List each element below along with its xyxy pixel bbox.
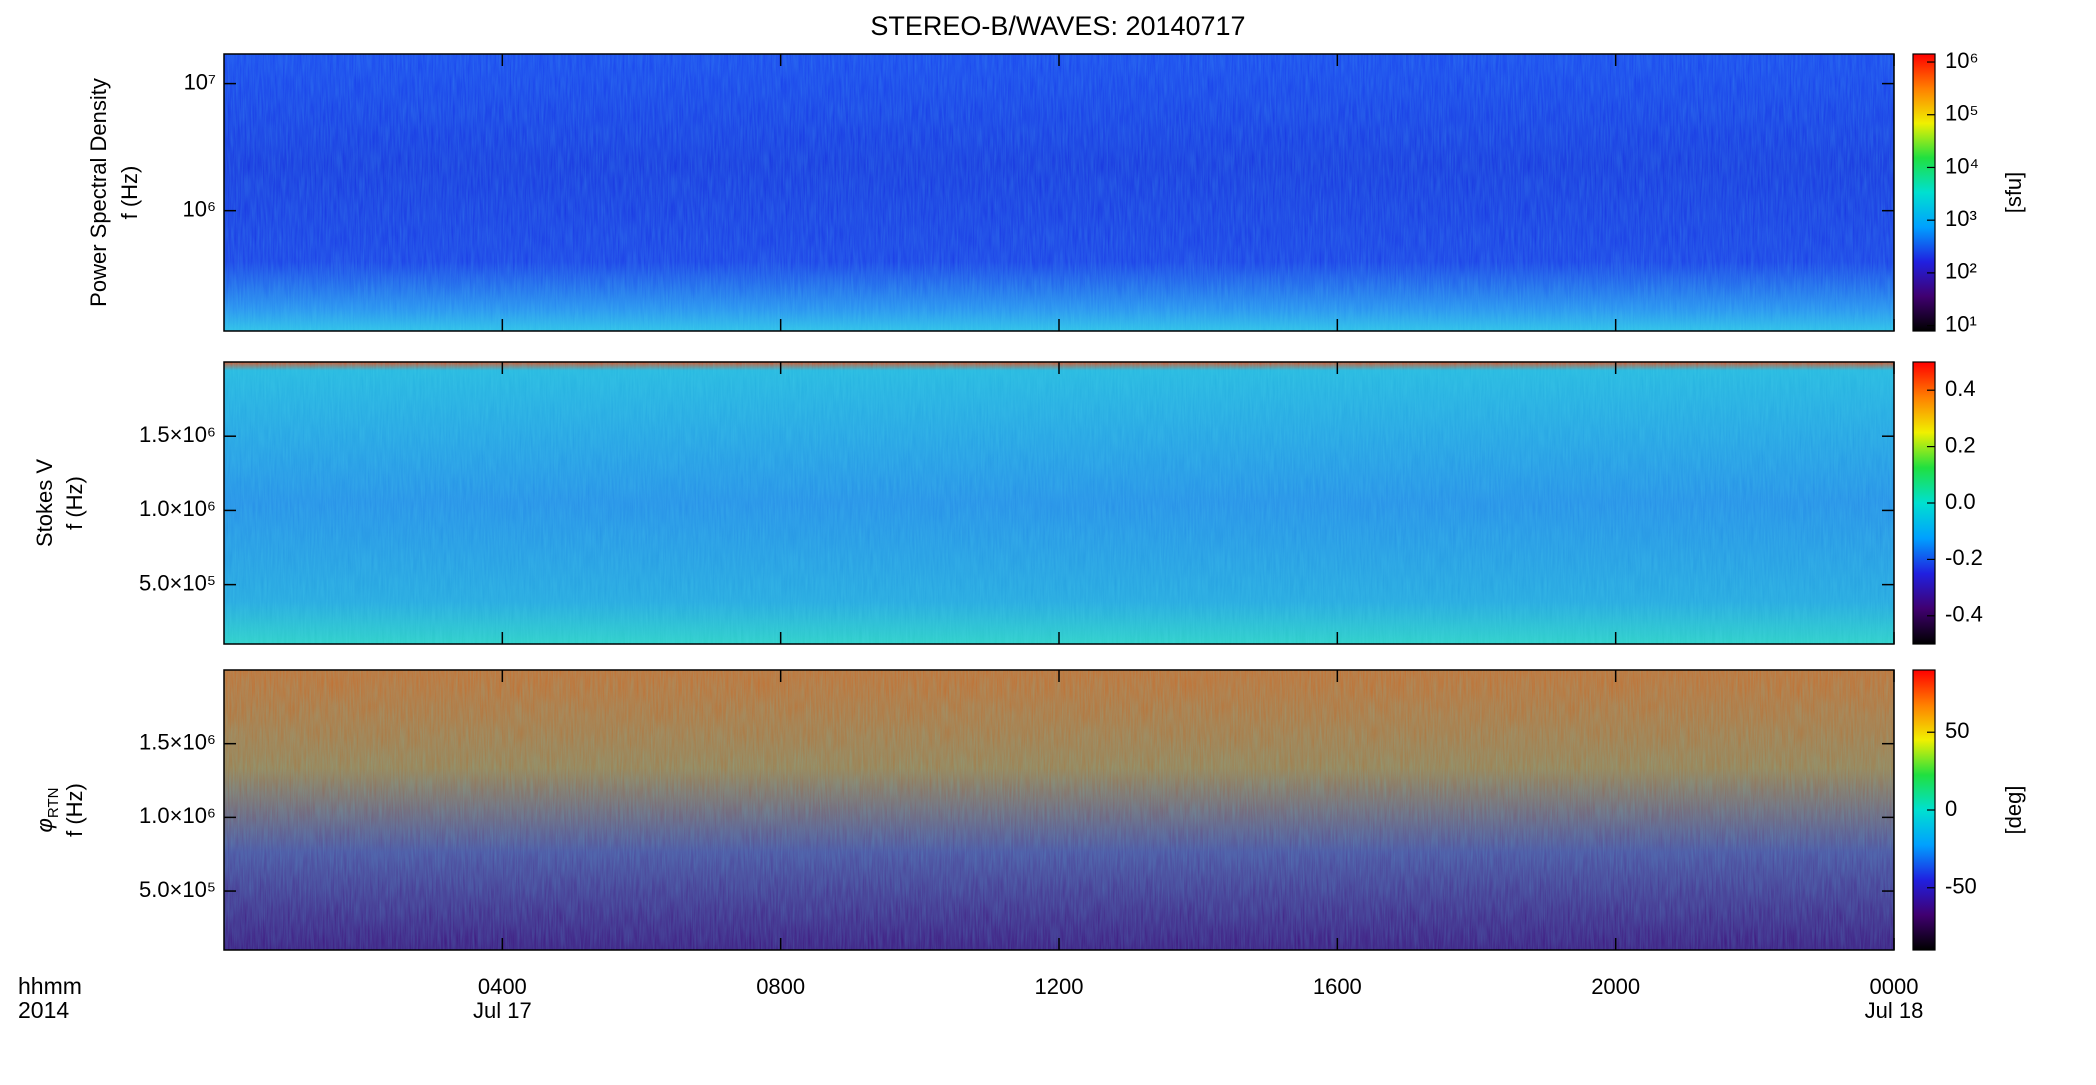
y-axis-unit: f (Hz) xyxy=(117,166,142,220)
colorbar-tick-label: -0.4 xyxy=(1945,602,1983,627)
colorbar xyxy=(1912,53,1936,332)
y-axis-label: Power Spectral Density xyxy=(86,78,111,307)
colorbar-tick-label: 10⁵ xyxy=(1945,101,1979,126)
y-tick-label: 10⁷ xyxy=(184,69,216,94)
y-tick-label: 1.0×10⁶ xyxy=(139,496,216,521)
x-tick-label: 1200 xyxy=(1035,974,1084,999)
y-axis-label-text: Power Spectral Density xyxy=(86,78,111,307)
spectrogram-texture xyxy=(224,670,1894,950)
colorbar-tick-label: 10¹ xyxy=(1945,311,1977,336)
y-axis-label-text: φ xyxy=(32,818,57,832)
spectrogram-texture xyxy=(224,54,1894,331)
y-axis-label-sub: RTN xyxy=(45,788,62,819)
colorbar-tick-label: 0 xyxy=(1945,796,1957,821)
colorbar-tick-label: 0.0 xyxy=(1945,489,1976,514)
colorbar-tick-label: 0.4 xyxy=(1945,376,1976,401)
colorbar-tick-label: 10² xyxy=(1945,259,1977,284)
x-tick-label: 0400 xyxy=(478,974,527,999)
y-tick-label: 5.0×10⁵ xyxy=(139,570,216,595)
y-axis-unit: f (Hz) xyxy=(62,476,87,530)
y-tick-label: 1.0×10⁶ xyxy=(139,803,216,828)
x-axis-sublabel: 2014 xyxy=(18,997,69,1023)
chart-title: STEREO-B/WAVES: 20140717 xyxy=(870,11,1245,41)
y-tick-label: 5.0×10⁵ xyxy=(139,877,216,902)
y-axis-label: φRTN xyxy=(32,788,63,833)
x-tick-label: 1600 xyxy=(1313,974,1362,999)
colorbar-tick-label: -50 xyxy=(1945,874,1977,899)
x-date-label: Jul 17 xyxy=(473,998,532,1023)
y-axis-label-text: Stokes V xyxy=(32,459,57,547)
colorbar-label: [deg] xyxy=(2001,786,2026,835)
colorbar-label: [sfu] xyxy=(2001,172,2026,214)
colorbar-tick-label: -0.2 xyxy=(1945,545,1983,570)
x-date-label: Jul 18 xyxy=(1865,998,1924,1023)
colorbar-tick-label: 10³ xyxy=(1945,206,1977,231)
x-tick-label: 2000 xyxy=(1591,974,1640,999)
y-axis-unit: f (Hz) xyxy=(62,783,87,837)
y-axis-label: Stokes V xyxy=(32,459,57,547)
colorbar-tick-label: 10⁶ xyxy=(1945,48,1979,73)
y-tick-label: 1.5×10⁶ xyxy=(139,729,216,754)
x-axis-label: hhmm xyxy=(18,973,82,999)
spectrogram-texture xyxy=(224,362,1894,644)
colorbar-tick-label: 10⁴ xyxy=(1945,153,1979,178)
x-tick-label: 0000 xyxy=(1870,974,1919,999)
y-tick-label: 1.5×10⁶ xyxy=(139,422,216,447)
y-tick-label: 10⁶ xyxy=(182,196,216,221)
colorbar-tick-label: 0.2 xyxy=(1945,432,1976,457)
x-tick-label: 0800 xyxy=(756,974,805,999)
colorbar-tick-label: 50 xyxy=(1945,718,1969,743)
